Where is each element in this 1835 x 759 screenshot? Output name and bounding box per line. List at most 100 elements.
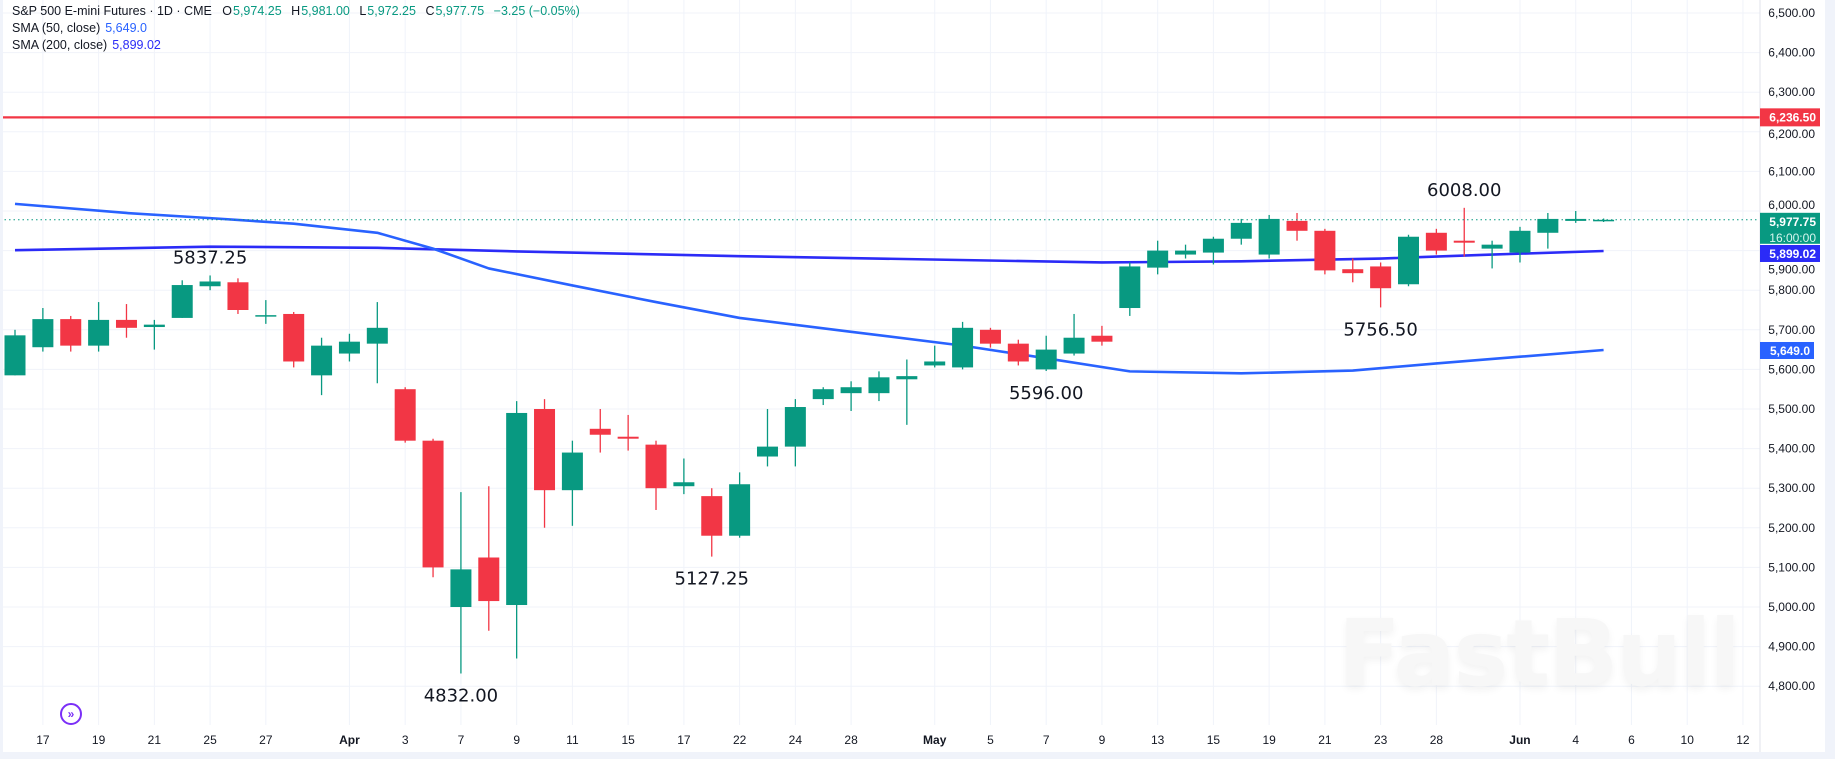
x-tick-label: 17 (677, 733, 691, 747)
candle-body (952, 327, 974, 368)
level-price-tag-bg (1760, 108, 1820, 127)
candle (255, 300, 277, 324)
candle-body (255, 315, 277, 317)
candle-body (729, 484, 751, 536)
candle-body (756, 446, 778, 457)
price-annotation: 5596.00 (1009, 383, 1083, 404)
x-tick-label: 5 (987, 733, 994, 747)
double-chevron-right-circle-icon[interactable]: » (60, 703, 82, 725)
candle-body (1147, 250, 1169, 268)
candle (1091, 325, 1113, 346)
price-annotation: 5756.50 (1343, 319, 1417, 340)
x-tick-label: 11 (566, 733, 579, 747)
candle-body (1537, 218, 1559, 233)
y-tick-label: 4,800.00 (1768, 679, 1815, 693)
candle-body (924, 361, 946, 366)
candle (673, 458, 695, 495)
candle (422, 438, 444, 578)
candle (561, 440, 583, 526)
candle-body (283, 313, 305, 362)
candle (1314, 228, 1336, 275)
candle (32, 308, 54, 352)
candle-body (171, 285, 193, 318)
candle-body (1091, 335, 1113, 342)
candle (1453, 207, 1475, 257)
sma50-price-tag: 5,649.0 (1770, 344, 1810, 358)
candle (88, 302, 110, 352)
y-tick-label: 5,800.00 (1768, 283, 1815, 297)
sma200-legend[interactable]: SMA (200, close) 5,899.02 (12, 37, 586, 54)
sma50-label: SMA (50, close) (12, 21, 101, 35)
candle (450, 492, 472, 674)
sma50-legend[interactable]: SMA (50, close) 5,649.0 (12, 20, 586, 37)
candle (199, 275, 221, 291)
x-tick-label: 24 (789, 733, 803, 747)
level-price-tag: 6,236.50 (1769, 110, 1816, 124)
right-edge (1825, 0, 1835, 759)
candle (171, 280, 193, 318)
x-tick-label: 25 (203, 733, 217, 747)
last-price-tag-bg (1760, 212, 1820, 244)
overlay: 5837.25 4832.00 5127.25 5596.00 5756.50 6008.… (0, 116, 1760, 707)
change-value: −3.25 (−0.05%) (493, 4, 580, 18)
candle (617, 414, 639, 451)
candle (1509, 226, 1531, 263)
moving-averages (14, 202, 1604, 375)
candle (756, 409, 778, 467)
candle-body (1398, 236, 1419, 285)
symbol-ohlc-row: S&P 500 E-mini Futures · 1D · CME O5,974… (12, 3, 586, 20)
price-annotation: 4832.00 (424, 686, 498, 707)
candle-body (60, 319, 82, 346)
candle (338, 333, 360, 362)
candle-body (1481, 244, 1503, 249)
y-tick-label: 5,300.00 (1768, 481, 1815, 495)
candle-body (4, 335, 26, 376)
x-tick-label: 27 (259, 733, 273, 747)
candle-body (143, 324, 165, 328)
candle (115, 304, 137, 338)
x-tick-label: Apr (339, 733, 360, 747)
high-label: H (291, 4, 301, 18)
price-annotation: 5127.25 (675, 569, 749, 590)
candle-body (1509, 230, 1531, 253)
candle (227, 278, 249, 314)
candle (1286, 212, 1308, 241)
candle-body (422, 440, 444, 568)
y-tick-label: 6,300.00 (1768, 85, 1815, 99)
candle-body (645, 444, 667, 489)
symbol-title[interactable]: S&P 500 E-mini Futures · 1D · CME (12, 4, 212, 18)
candle (645, 440, 667, 510)
x-tick-label: 7 (458, 733, 465, 747)
y-tick-label: 6,100.00 (1768, 164, 1815, 178)
sma200-price-tag-bg (1760, 244, 1820, 262)
y-tick-label: 5,100.00 (1768, 560, 1815, 574)
candle-body (1593, 219, 1615, 222)
high-value: 5,981.00 (301, 4, 350, 18)
y-tick-label: 6,500.00 (1768, 6, 1815, 20)
candle (1593, 218, 1615, 222)
y-tick-label: 5,000.00 (1768, 600, 1815, 614)
candle-body (227, 282, 249, 310)
x-tick-label: 17 (36, 733, 50, 747)
candle-body (1370, 266, 1392, 289)
y-tick-label: 5,600.00 (1768, 362, 1815, 376)
x-tick-label: 22 (733, 733, 747, 747)
candle-body (478, 557, 500, 602)
y-tick-label: 5,900.00 (1768, 263, 1815, 277)
x-tick-label: 13 (1151, 733, 1165, 747)
candle-body (311, 345, 333, 376)
close-value: 5,977.75 (435, 4, 485, 18)
candles (4, 207, 1615, 674)
candle (812, 387, 834, 406)
candle (506, 401, 528, 659)
candle (589, 409, 611, 453)
candle (840, 381, 862, 411)
sma200-price-tag: 5,899.02 (1769, 247, 1816, 261)
x-tick-label: 12 (1736, 733, 1750, 747)
y-tick-label: 4,900.00 (1768, 640, 1815, 654)
candle (1035, 335, 1057, 371)
x-tick-label: May (923, 733, 947, 747)
x-tick-label: 6 (1628, 733, 1635, 747)
